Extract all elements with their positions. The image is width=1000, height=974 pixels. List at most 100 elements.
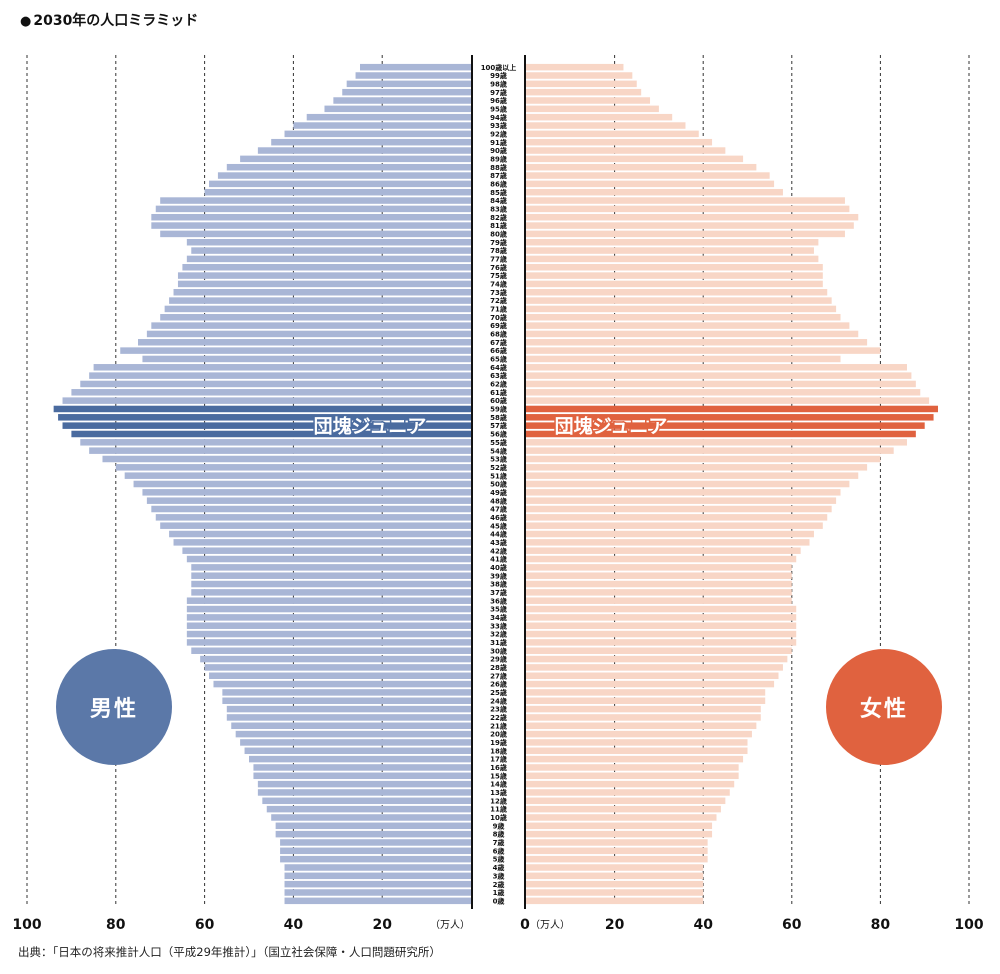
age-label: 48歳 (490, 496, 507, 505)
male-bar (306, 113, 471, 121)
male-bar (355, 72, 471, 79)
tick-label: 20 (605, 917, 625, 933)
male-bar (120, 347, 472, 354)
female-bar (526, 689, 766, 696)
female-bar (526, 655, 788, 663)
female-badge: 女性 (826, 649, 942, 765)
female-bar (526, 439, 907, 446)
female-bar (526, 347, 881, 354)
male-bar (253, 764, 471, 771)
female-bar (526, 289, 828, 296)
age-label: 60歳 (490, 396, 507, 405)
female-bar (526, 147, 726, 154)
female-bar (526, 230, 845, 238)
male-bar (284, 864, 471, 871)
axes: 0 20 20 40 40 60 60 80 80 100 100 （万人） （万人） (12, 55, 984, 933)
female-bar (526, 597, 792, 604)
highlight-label-male: 団塊ジュニア (314, 415, 427, 438)
age-label: 0歳 (493, 896, 505, 905)
female-bar (526, 839, 708, 846)
female-bar (526, 113, 673, 121)
male-bar (142, 489, 471, 496)
source-note: 出典：「日本の将来推計人口（平成29年推計）」（国立社会保障・人口問題研究所） (18, 945, 441, 959)
age-label: 74歳 (490, 280, 507, 289)
female-bar (526, 330, 859, 338)
age-label: 54歳 (490, 446, 507, 455)
male-bar (324, 105, 471, 113)
female-bar (526, 739, 748, 746)
male-bar (173, 289, 471, 296)
female-bar (526, 380, 916, 388)
age-label: 79歳 (490, 238, 507, 247)
female-bar (526, 530, 814, 538)
female-bar (526, 797, 726, 805)
male-bar (186, 555, 471, 563)
female-bar (526, 505, 832, 513)
male-bar (186, 605, 471, 613)
age-label: 97歳 (490, 88, 507, 97)
female-bar (526, 622, 797, 629)
male-bar (226, 705, 471, 713)
age-label: 11歳 (490, 805, 507, 814)
male-bar (222, 689, 471, 696)
male-bar (177, 280, 471, 288)
male-bar (102, 455, 471, 463)
age-label: 39歳 (490, 571, 507, 580)
tick-label: 40 (284, 917, 304, 933)
male-bar (151, 213, 471, 221)
female-bar (526, 864, 704, 871)
age-label: 16歳 (490, 763, 507, 772)
age-label: 67歳 (490, 338, 507, 347)
male-bar (191, 572, 471, 579)
female-bar (526, 547, 801, 554)
male-bar (186, 255, 471, 263)
age-label: 15歳 (490, 771, 507, 780)
female-bar (526, 897, 704, 905)
age-label: 2歳 (493, 880, 505, 889)
male-bar (138, 339, 471, 346)
male-bar (160, 314, 471, 321)
age-label: 14歳 (490, 780, 507, 789)
male-bar (191, 580, 471, 588)
male-bar (53, 405, 471, 413)
male-bar (62, 422, 472, 429)
male-bar (133, 480, 471, 488)
female-bar (526, 263, 823, 271)
age-label: 55歳 (490, 438, 507, 447)
age-label: 51歳 (490, 471, 507, 480)
male-bar (231, 722, 471, 730)
male-bar (284, 897, 471, 905)
age-label: 29歳 (490, 655, 507, 664)
unit-label-right: （万人） (530, 919, 570, 931)
male-bar (209, 672, 472, 679)
female-bar (526, 213, 859, 221)
male-bar (62, 397, 472, 404)
tick-label: 80 (871, 917, 891, 933)
title-text: 2030年の人口ミラミッド (33, 13, 199, 29)
female-bar (526, 105, 659, 113)
female-bar (526, 664, 783, 671)
female-bar (526, 697, 766, 705)
male-bar (226, 714, 471, 721)
age-label: 10歳 (490, 813, 507, 822)
female-bar (526, 822, 713, 830)
male-bar (124, 472, 472, 479)
male-bar (146, 497, 471, 504)
male-bar (169, 297, 471, 304)
male-bar (280, 855, 471, 863)
female-bar (526, 372, 912, 379)
male-bar (333, 97, 471, 104)
age-label: 92歳 (490, 129, 507, 138)
female-bar (526, 855, 708, 863)
age-label: 65歳 (490, 355, 507, 364)
tick-label: 20 (372, 917, 392, 933)
female-bar (526, 814, 717, 821)
male-bar (204, 664, 471, 671)
age-labels: 0歳1歳2歳3歳4歳5歳6歳7歳8歳9歳10歳11歳12歳13歳14歳15歳16… (481, 63, 517, 906)
age-label: 91歳 (490, 138, 507, 147)
female-bar (526, 514, 828, 521)
male-bar (249, 755, 471, 763)
male-bar (235, 730, 471, 738)
age-label: 19歳 (490, 738, 507, 747)
female-bar (526, 138, 713, 146)
